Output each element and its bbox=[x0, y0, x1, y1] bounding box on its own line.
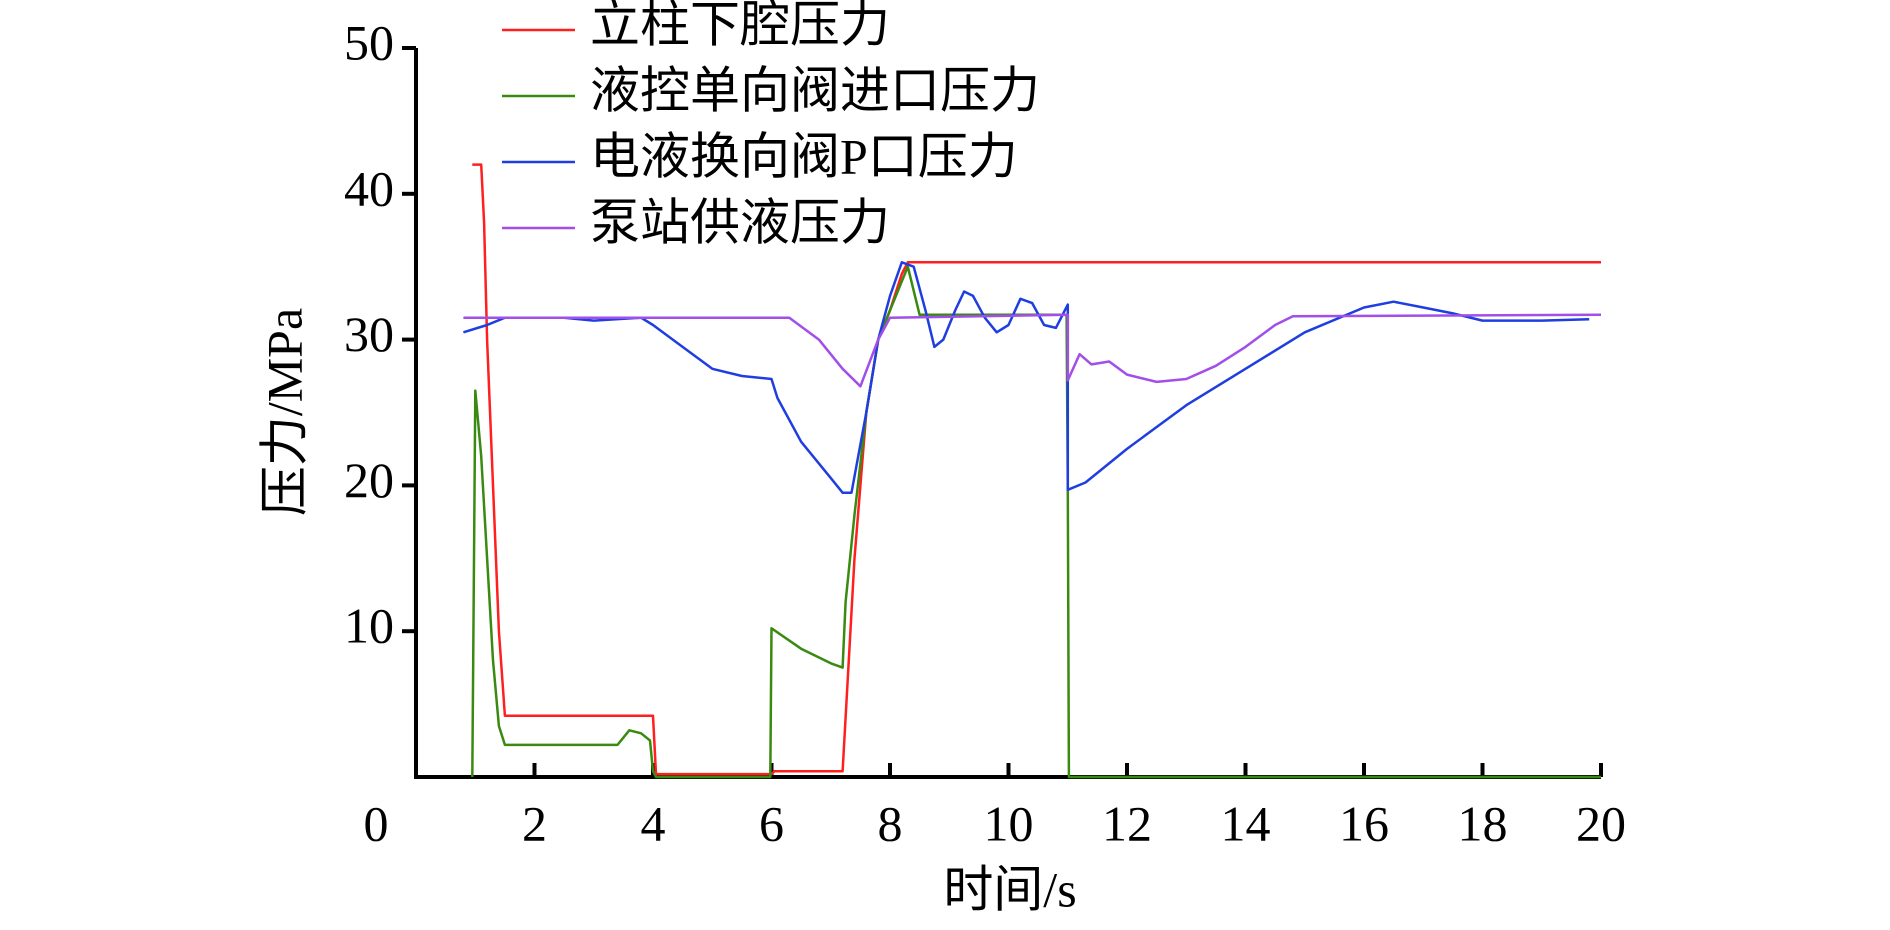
x-tick-label: 6 bbox=[759, 795, 784, 851]
x-tick-label: 14 bbox=[1221, 795, 1271, 851]
x-tick-label: 8 bbox=[878, 795, 903, 851]
series-line bbox=[472, 163, 1601, 776]
x-tick-label: 0 bbox=[364, 795, 389, 851]
legend-label: 电液换向阀P口压力 bbox=[590, 128, 1018, 184]
x-tick-label: 16 bbox=[1339, 795, 1389, 851]
legend-label: 泵站供液压力 bbox=[590, 194, 890, 250]
x-tick-label: 20 bbox=[1576, 795, 1626, 851]
series-line bbox=[463, 313, 1602, 388]
y-tick-label: 10 bbox=[344, 598, 394, 654]
x-tick-label: 10 bbox=[984, 795, 1034, 851]
x-tick-label: 2 bbox=[522, 795, 547, 851]
legend-label: 立柱下腔压力 bbox=[590, 0, 890, 52]
y-tick-label: 40 bbox=[344, 160, 394, 216]
series-line bbox=[463, 261, 1590, 494]
y-tick-label: 20 bbox=[344, 452, 394, 508]
x-tick-label: 12 bbox=[1102, 795, 1152, 851]
x-tick-label: 18 bbox=[1458, 795, 1508, 851]
series-line bbox=[471, 265, 1601, 779]
x-tick-label: 4 bbox=[641, 795, 666, 851]
x-axis-label: 时间/s bbox=[943, 861, 1076, 917]
y-tick-label: 30 bbox=[344, 306, 394, 362]
y-axis-label: 压力/MPa bbox=[256, 308, 312, 516]
legend-label: 液控单向阀进口压力 bbox=[590, 62, 1040, 118]
y-tick-label: 50 bbox=[344, 14, 394, 70]
